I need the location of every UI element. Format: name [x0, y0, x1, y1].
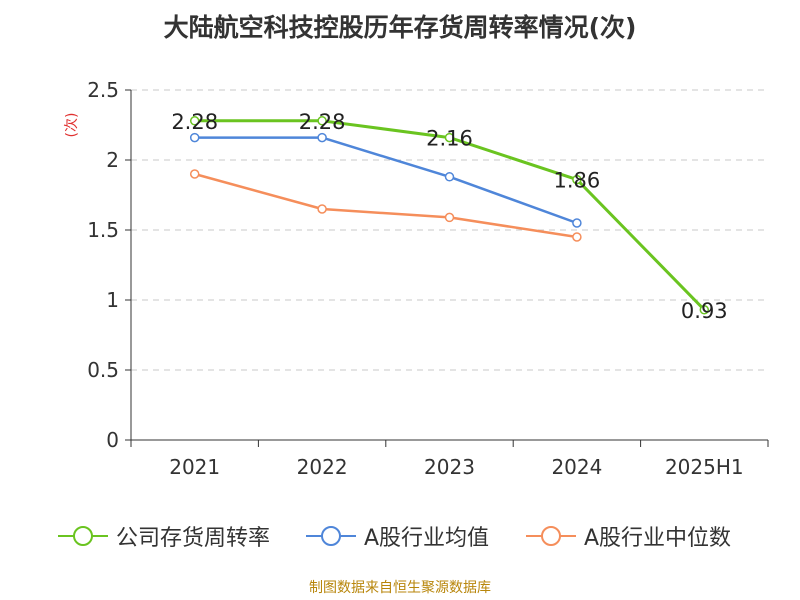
axis-layer: 0 0.5 1 1.5 2 2.5 2021 2022 2023 2024 2025H1 (次) — [64, 78, 769, 479]
data-point — [444, 132, 455, 143]
data-point — [699, 305, 710, 315]
legend: 公司存货周转率 A股行业均值 A股行业中位数 — [0, 520, 800, 552]
legend-label-avg: A股行业均值 — [364, 526, 490, 551]
x-tick-label: 2025H1 — [665, 455, 744, 479]
y-axis-unit-label: (次) — [64, 113, 80, 138]
legend-line-icon — [526, 526, 576, 546]
data-point — [317, 132, 327, 143]
legend-label-company: 公司存货周转率 — [116, 526, 271, 551]
y-tick-label: 0.5 — [87, 358, 119, 382]
data-source: 制图数据来自恒生聚源数据库 — [309, 580, 491, 596]
data-point — [444, 172, 455, 182]
y-tick-label: 2 — [106, 148, 119, 172]
y-tick-label: 2.5 — [87, 78, 119, 102]
data-point — [317, 116, 327, 126]
data-point — [189, 116, 200, 126]
legend-item-company[interactable]: 公司存货周转率 — [58, 520, 270, 552]
data-label: 2.16 — [426, 127, 473, 151]
y-tick-label: 1.5 — [87, 218, 119, 242]
data-point — [572, 232, 582, 242]
label-layer: 2.28 2.28 2.16 1.86 0.93 — [171, 110, 727, 323]
x-tick-label: 2024 — [551, 455, 602, 479]
y-tick-label: 1 — [106, 288, 119, 312]
series-line-2 — [194, 172, 578, 239]
data-point — [444, 212, 455, 223]
x-tick-label: 2021 — [169, 455, 220, 479]
data-label: 1.86 — [554, 169, 601, 193]
x-tick-label: 2022 — [297, 455, 348, 479]
legend-item-avg[interactable]: A股行业均值 — [306, 520, 489, 552]
y-tick-label: 0 — [106, 428, 119, 452]
data-point — [572, 174, 582, 185]
data-point — [189, 169, 200, 179]
legend-line-icon — [58, 526, 108, 546]
series-layer — [189, 116, 710, 315]
data-label: 2.28 — [171, 110, 218, 134]
legend-label-median: A股行业中位数 — [584, 526, 732, 551]
data-point — [572, 218, 582, 228]
data-label: 2.28 — [299, 110, 346, 134]
x-tick-label: 2023 — [424, 455, 475, 479]
series-line-1 — [194, 136, 578, 225]
data-point — [189, 132, 200, 143]
data-point — [317, 204, 327, 214]
legend-item-median[interactable]: A股行业中位数 — [526, 520, 731, 552]
grid-layer — [131, 89, 768, 371]
legend-line-icon — [306, 526, 356, 546]
chart-title: 大陆航空科技控股历年存货周转率情况(次) — [163, 13, 637, 42]
data-label: 0.93 — [681, 299, 728, 323]
